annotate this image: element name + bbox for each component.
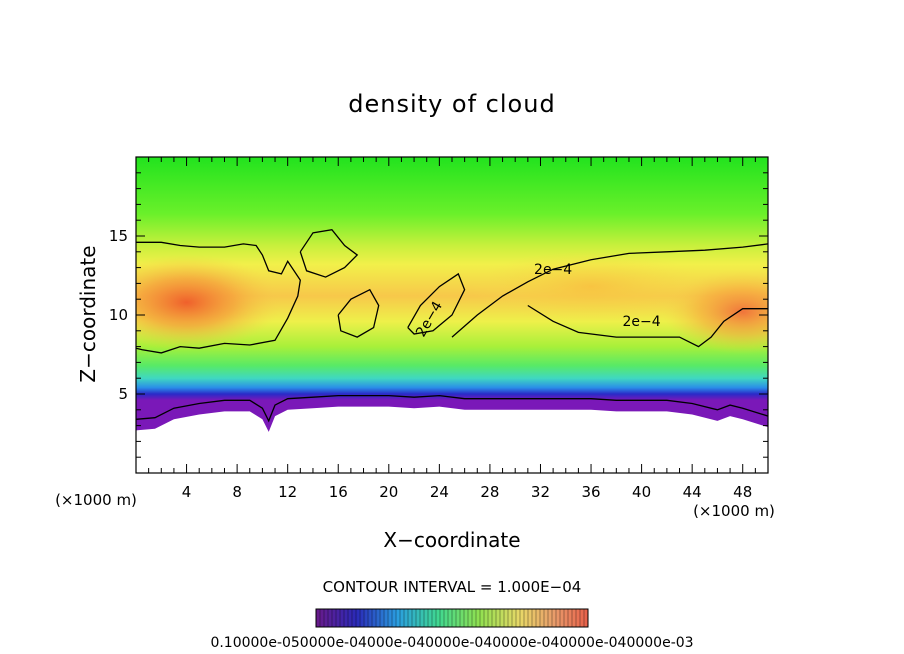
- y-tick-label: 5: [118, 385, 128, 403]
- x-tick-label: 4: [182, 483, 192, 501]
- x-tick-label: 8: [232, 483, 242, 501]
- colorbar-tick-labels: 0.10000e-050000e-04000e-040000e-040000e-…: [210, 635, 693, 651]
- contour-2e4-blob: [299, 228, 359, 278]
- hot-region-left: [136, 254, 282, 351]
- contour-2e4-blob: [407, 272, 466, 335]
- contour-2e4-right-lower: [527, 304, 768, 348]
- contour-label: 2e−4: [623, 314, 661, 330]
- colorbar: [315, 608, 589, 628]
- contour-2e4-blob: [337, 288, 380, 338]
- x-tick-label: 12: [278, 483, 297, 501]
- contour-label: 2e−4: [534, 262, 572, 278]
- x-axis-ticks: 4 8 12 16 20 24 28 32 36 40 44 48: [148, 157, 756, 501]
- contour-lines: [136, 228, 768, 423]
- heatmap-field: [136, 157, 768, 473]
- y-axis-ticks: 5 10 15: [109, 172, 768, 458]
- contour-2e4-right-upper: [451, 243, 768, 338]
- x-tick-label: 40: [632, 483, 651, 501]
- colorbar-stripes: [315, 609, 589, 627]
- x-tick-label: 44: [683, 483, 702, 501]
- y-tick-label: 10: [109, 306, 128, 324]
- x-unit-right: (×1000 m): [693, 502, 775, 520]
- x-tick-label: 48: [733, 483, 752, 501]
- y-axis-title: Z−coordinate: [76, 245, 100, 382]
- x-tick-label: 32: [531, 483, 550, 501]
- cloud-free-region: [136, 406, 768, 473]
- x-tick-label: 20: [379, 483, 398, 501]
- warm-region-mid: [471, 250, 712, 323]
- x-tick-label: 16: [329, 483, 348, 501]
- x-tick-label: 36: [581, 483, 600, 501]
- x-tick-label: 24: [430, 483, 449, 501]
- y-tick-label: 15: [109, 227, 128, 245]
- x-axis-title: X−coordinate: [383, 528, 520, 552]
- x-unit-left: (×1000 m): [55, 491, 137, 509]
- x-tick-label: 28: [480, 483, 499, 501]
- chart-title: density of cloud: [348, 90, 555, 118]
- contour-2e4-left: [136, 241, 301, 354]
- contour-interval-note: CONTOUR INTERVAL = 1.000E−04: [323, 578, 582, 596]
- contour-cloud-base: [136, 394, 768, 423]
